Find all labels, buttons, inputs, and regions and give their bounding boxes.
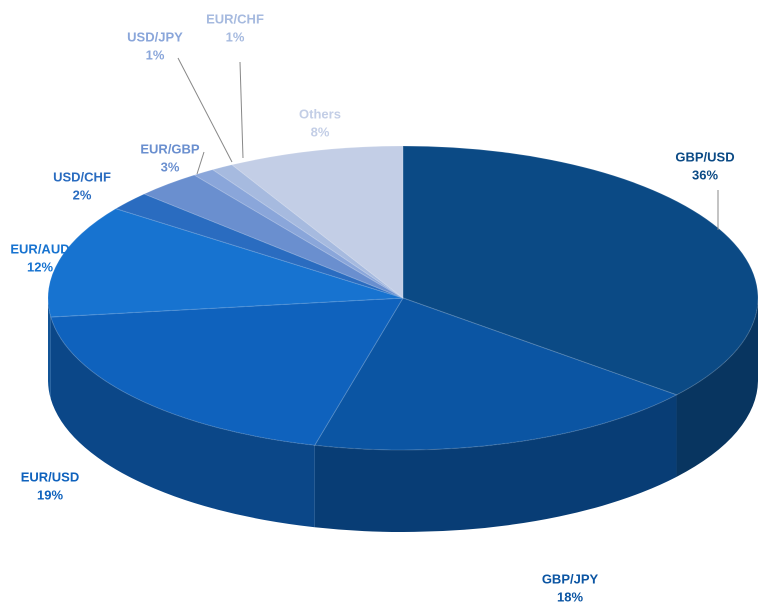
pie-slice (402, 145, 759, 396)
slice-value: 1% (146, 47, 165, 62)
slice-value: 12% (27, 259, 53, 274)
slice-value: 36% (692, 167, 718, 182)
slice-label: Others (299, 106, 341, 121)
pie-side (50, 317, 315, 528)
pie-side (48, 298, 51, 400)
slice-label: USD/CHF (53, 169, 111, 184)
pie-slice (230, 145, 404, 300)
slice-label: USD/JPY (127, 29, 183, 44)
slice-value: 19% (37, 487, 63, 502)
pie-slice (193, 169, 404, 299)
pie-sides (48, 298, 758, 533)
pie-slice (211, 164, 404, 299)
pie-side (314, 394, 677, 533)
leader-line (196, 151, 205, 175)
pie-slice (313, 297, 678, 451)
pie-side (676, 298, 758, 477)
pie-slice (114, 193, 404, 299)
slice-label: EUR/USD (21, 469, 80, 484)
slice-label: EUR/CHF (206, 11, 264, 26)
pie-slice (50, 297, 404, 446)
labels: GBP/USD 36% GBP/JPY 18% EUR/USD 19% EUR/AUD 12%… (10, 11, 734, 604)
slice-label: EUR/AUD (10, 241, 69, 256)
leader-line (239, 61, 244, 159)
slice-value: 1% (226, 29, 245, 44)
pie-tops (47, 145, 759, 451)
slice-label: GBP/JPY (542, 571, 599, 586)
slice-value: 8% (311, 124, 330, 139)
slice-value: 2% (73, 187, 92, 202)
slice-label: EUR/GBP (140, 141, 200, 156)
slice-value: 18% (557, 589, 583, 604)
pie-slice (142, 174, 404, 299)
slice-label: GBP/USD (675, 149, 734, 164)
leader-line (177, 57, 233, 163)
slice-value: 3% (161, 159, 180, 174)
pie-slice (47, 208, 404, 318)
